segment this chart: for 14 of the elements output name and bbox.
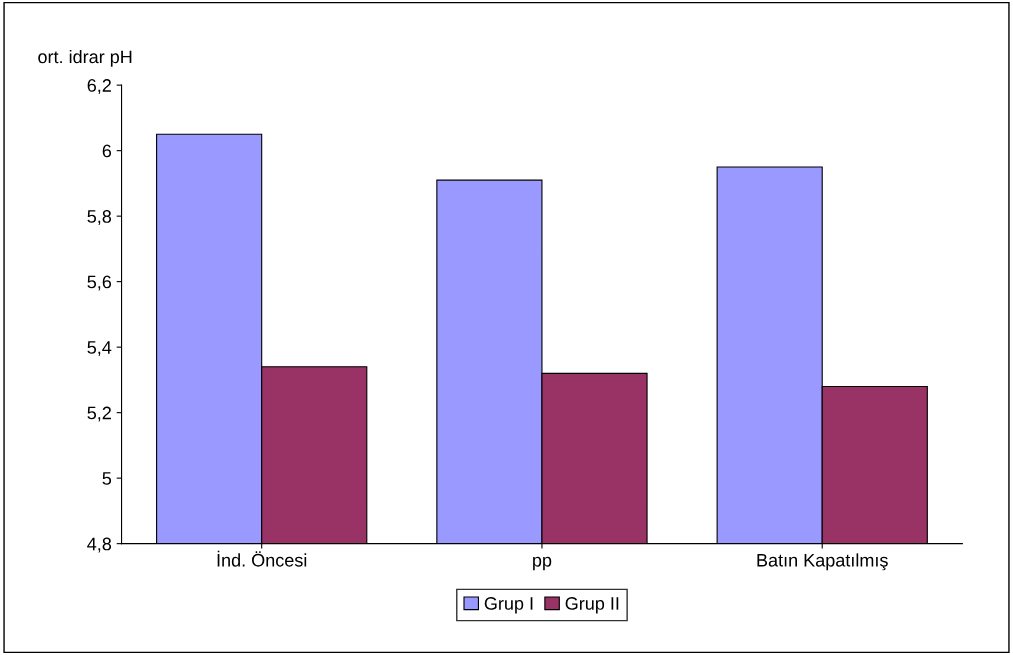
y-tick-label: 5,6	[87, 275, 112, 291]
x-tick-label: Batın Kapatılmış	[757, 553, 888, 571]
y-tick-label: 6,2	[87, 79, 111, 94]
y-tick-label: 5,4	[87, 341, 112, 356]
y-tick-label: 6	[102, 144, 112, 158]
y-axis-title: ort. idrar pH	[38, 49, 132, 67]
legend-label: Grup I	[484, 597, 533, 614]
y-tick-label: 5,2	[87, 406, 111, 422]
legend-label: Grup II	[565, 597, 619, 614]
x-tick-label: pp	[533, 556, 552, 571]
x-tick-label: İnd. Öncesi	[217, 550, 307, 567]
y-tick-label: 5,8	[87, 210, 112, 225]
y-tick-label: 4,8	[87, 537, 112, 553]
y-tick-label: 5	[102, 472, 112, 485]
